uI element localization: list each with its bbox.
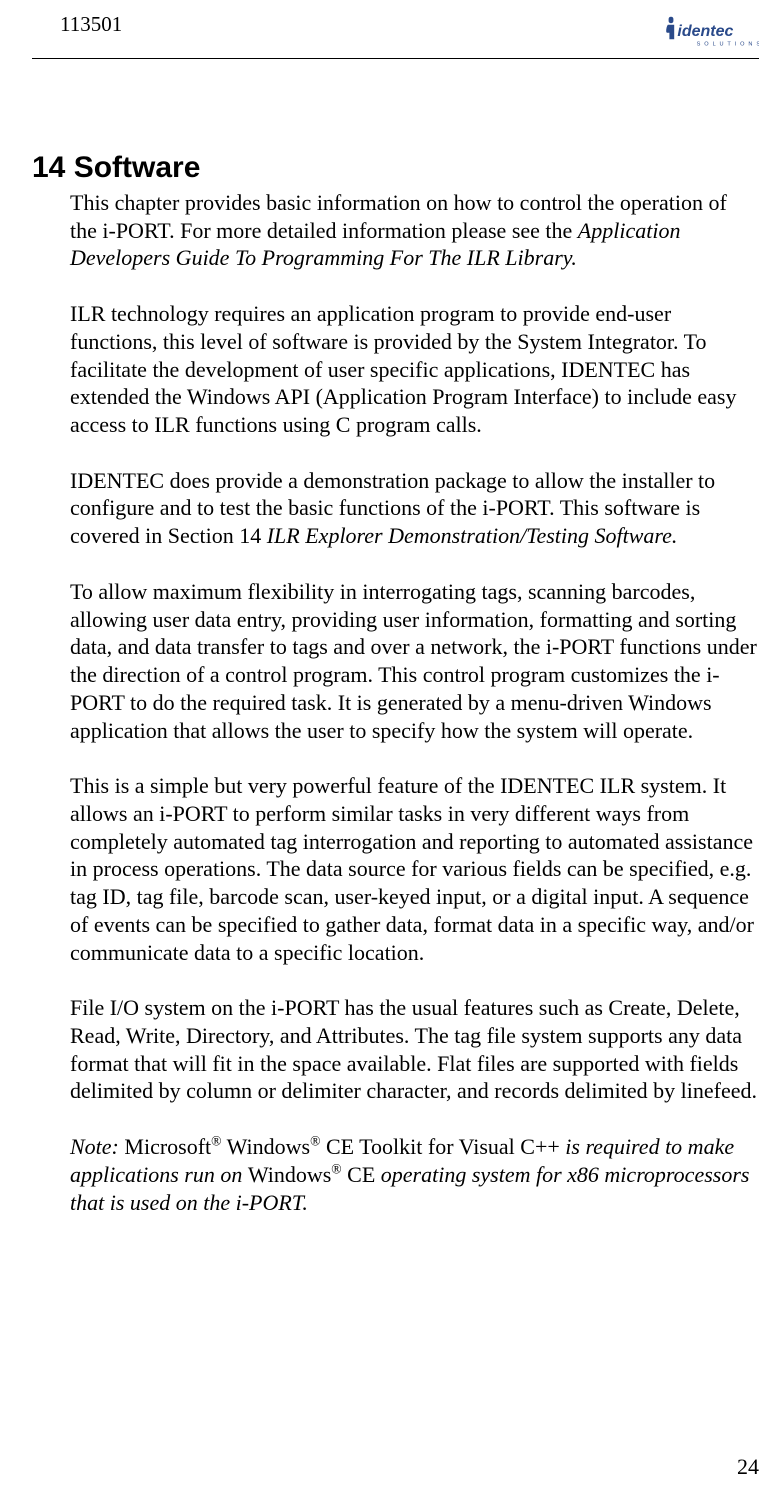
content-area: 14 Software This chapter provides basic … — [32, 59, 759, 1216]
paragraph-5: This is a simple but very powerful featu… — [70, 772, 757, 966]
paragraph-note: Note: Microsoft® Windows® CE Toolkit for… — [70, 1133, 757, 1216]
section-heading: 14 Software — [32, 151, 759, 185]
svg-text:identec: identec — [677, 23, 733, 40]
paragraph-4: To allow maximum flexibility in interrog… — [70, 578, 757, 744]
reg-mark-1: ® — [211, 1134, 221, 1149]
note-seg6: CE — [342, 1162, 381, 1187]
document-number: 113501 — [32, 12, 122, 37]
paragraph-3: IDENTEC does provide a demonstration pac… — [70, 467, 757, 550]
body-text: This chapter provides basic information … — [32, 189, 759, 1216]
page: 113501 identec S O L U T I O N S 14 Soft… — [0, 0, 781, 1496]
page-number: 24 — [737, 1454, 759, 1480]
identec-logo-icon: identec S O L U T I O N S — [663, 12, 759, 52]
svg-text:S O L U T I O N S: S O L U T I O N S — [697, 42, 759, 48]
page-header: 113501 identec S O L U T I O N S — [32, 12, 759, 52]
paragraph-6: File I/O system on the i-PORT has the us… — [70, 994, 757, 1105]
note-label: Note: — [70, 1134, 119, 1159]
note-seg2: Windows — [222, 1134, 311, 1159]
note-seg1: Microsoft — [119, 1134, 211, 1159]
reg-mark-3: ® — [331, 1162, 341, 1177]
company-logo: identec S O L U T I O N S — [663, 12, 759, 52]
note-seg3: CE Toolkit for Visual C++ — [320, 1134, 565, 1159]
reg-mark-2: ® — [310, 1134, 320, 1149]
p3-ref-title: ILR Explorer Demonstration/Testing Softw… — [267, 523, 678, 548]
paragraph-1: This chapter provides basic information … — [70, 189, 757, 272]
paragraph-2: ILR technology requires an application p… — [70, 300, 757, 439]
note-seg5: Windows — [248, 1162, 331, 1187]
